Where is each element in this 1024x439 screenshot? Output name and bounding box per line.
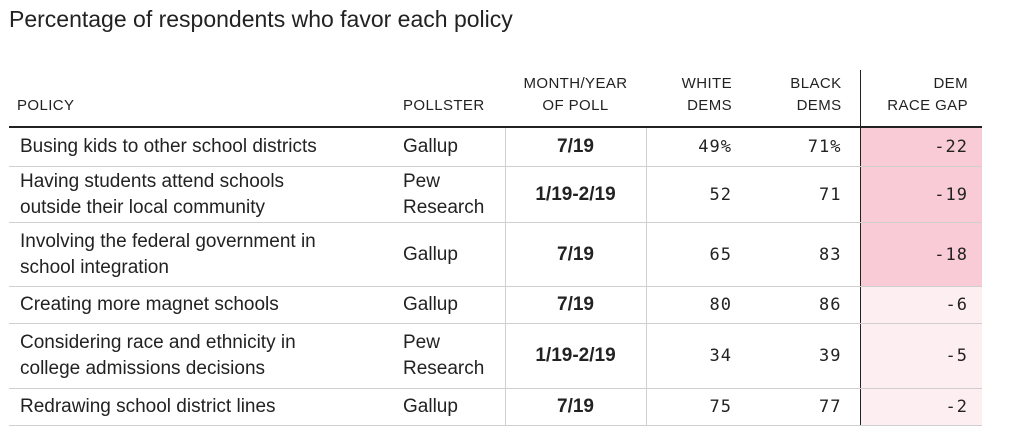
header-white-dems: WHITE DEMS (646, 70, 750, 128)
policy-cell: Redrawing school district lines (9, 388, 395, 426)
policy-cell: Considering race and ethnicity in college… (9, 323, 395, 389)
chart-title: Percentage of respondents who favor each… (9, 6, 513, 32)
date-cell: 1/19-2/19 (504, 166, 647, 223)
date-cell: 7/19 (504, 222, 647, 287)
white-dems-cell: 65 (646, 222, 750, 287)
table-row: Having students attend schools outside th… (9, 166, 982, 223)
pollster-cell: Pew Research (395, 323, 505, 389)
table-row: Busing kids to other school districts Ga… (9, 127, 982, 167)
black-dems-cell: 86 (750, 286, 860, 324)
gap-cell: -19 (859, 166, 982, 223)
pollster-cell: Gallup (395, 286, 505, 324)
header-row: POLICY POLLSTER MONTH/YEAR OF POLL WHITE D… (9, 70, 982, 128)
policy-cell: Busing kids to other school districts (9, 127, 395, 167)
white-dems-cell: 52 (646, 166, 750, 223)
black-dems-cell: 77 (750, 388, 860, 426)
header-pollster: POLLSTER (395, 70, 505, 128)
white-dems-cell: 49% (646, 127, 750, 167)
pollster-cell: Gallup (395, 388, 505, 426)
white-dems-cell: 80 (646, 286, 750, 324)
white-dems-cell: 34 (646, 323, 750, 389)
policy-cell: Involving the federal government in schoo… (9, 222, 395, 287)
table-row: Involving the federal government in schoo… (9, 222, 982, 287)
black-dems-cell: 71% (750, 127, 860, 167)
date-cell: 7/19 (504, 127, 647, 167)
black-dems-cell: 71 (750, 166, 860, 223)
table-row: Creating more magnet schools Gallup 7/19… (9, 286, 982, 324)
date-cell: 1/19-2/19 (504, 323, 647, 389)
gap-cell: -2 (859, 388, 982, 426)
header-black-dems: BLACK DEMS (750, 70, 860, 128)
gap-cell: -6 (859, 286, 982, 324)
policy-table: POLICY POLLSTER MONTH/YEAR OF POLL WHITE D… (9, 70, 982, 426)
header-date: MONTH/YEAR OF POLL (505, 70, 646, 128)
pollster-cell: Gallup (395, 222, 505, 287)
gap-cell: -22 (859, 127, 982, 167)
pollster-cell: Gallup (395, 127, 505, 167)
pollster-cell: Pew Research (395, 166, 505, 223)
header-policy: POLICY (9, 70, 395, 128)
gap-cell: -18 (859, 222, 982, 287)
date-cell: 7/19 (504, 286, 647, 324)
black-dems-cell: 39 (750, 323, 860, 389)
date-cell: 7/19 (504, 388, 647, 426)
table-row: Considering race and ethnicity in college… (9, 323, 982, 389)
header-dem-race-gap: DEM RACE GAP (859, 70, 982, 128)
black-dems-cell: 83 (750, 222, 860, 287)
policy-cell: Having students attend schools outside th… (9, 166, 395, 223)
table-row: Redrawing school district lines Gallup 7… (9, 388, 982, 426)
white-dems-cell: 75 (646, 388, 750, 426)
gap-cell: -5 (859, 323, 982, 389)
policy-cell: Creating more magnet schools (9, 286, 395, 324)
